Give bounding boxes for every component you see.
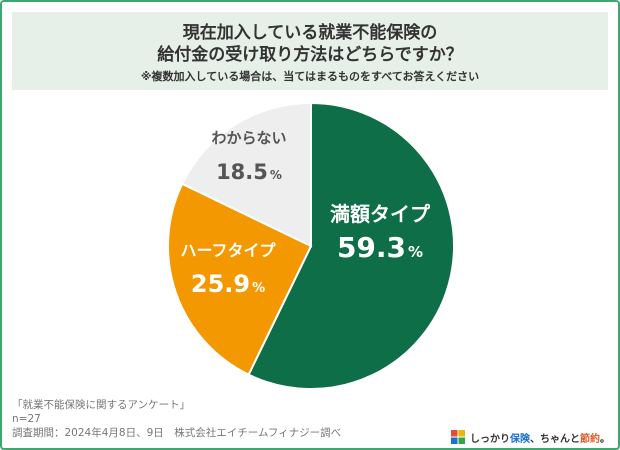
pie-slice-unknown: [180, 101, 312, 248]
tagline-part3: 、ちゃんと: [530, 433, 580, 445]
slice-value-full-type: 59.3%: [337, 231, 423, 264]
chart-subtitle-note: ※複数加入している場合は、当てはまるものをすべてお答えください: [140, 70, 480, 83]
pie-slice-half-type: [167, 182, 313, 377]
pie-slice-full-type: [247, 101, 455, 390]
survey-name: 「就業不能保険に関するアンケート」: [12, 399, 191, 411]
survey-period: 調査期間：2024年4月8日、9日 株式会社エイチームフィナジー調べ: [12, 427, 342, 439]
tagline-part4: 節約: [580, 433, 600, 445]
tagline-part2: 保険: [510, 433, 530, 445]
chart-title-line2: 給付金の受け取り方法はどちらですか？: [157, 45, 463, 65]
slice-label-half-type: ハーフタイプ: [180, 241, 276, 260]
brand-logo: しっかり保険、ちゃんと節約。: [451, 430, 610, 445]
tagline-part1: しっかり: [470, 433, 510, 445]
slice-value-unknown: 18.5%: [216, 160, 282, 184]
sample-size: n=27: [12, 413, 41, 425]
tagline-part5: 。: [600, 433, 610, 445]
slice-label-unknown: わからない: [211, 129, 286, 147]
slice-label-full-type: 満額タイプ: [330, 202, 431, 226]
slice-value-half-type: 25.9%: [191, 270, 265, 298]
title-box: 現在加入している就業不能保険の 給付金の受け取り方法はどちらですか？ ※複数加入…: [12, 12, 608, 90]
footer: 「就業不能保険に関するアンケート」 n=27 調査期間：2024年4月8日、9日…: [12, 398, 341, 440]
brand-mark-icon: [451, 430, 465, 444]
brand-tagline: しっかり保険、ちゃんと節約。: [470, 430, 610, 445]
chart-title-line1: 現在加入している就業不能保険の: [182, 23, 438, 43]
